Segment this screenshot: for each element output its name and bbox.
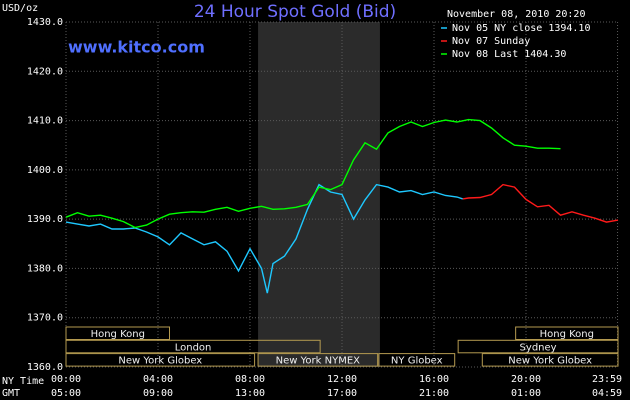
source-url: www.kitco.com [68,38,205,57]
y-tick-label: 1380.0 [27,263,63,274]
x2-tick-label: 21:00 [419,388,449,399]
y-tick-label: 1360.0 [27,362,63,373]
price-line [65,118,561,229]
x2-tick-label: 09:00 [143,388,173,399]
session-label: NY Globex [391,356,443,367]
session-box [65,326,170,340]
session-label: Hong Kong [540,329,594,340]
timestamp: November 08, 2010 20:20 [447,9,585,20]
session-box [378,353,456,367]
y-tick-label: 1390.0 [27,214,63,225]
x-tick-label: 12:00 [327,374,357,385]
x2-tick-label: 05:00 [51,388,81,399]
session-box [257,353,379,367]
chart-title: 24 Hour Spot Gold (Bid) [194,2,396,22]
session-label: Sydney [520,342,557,353]
session-label: Hong Kong [91,329,145,340]
y-tick-label: 1420.0 [27,66,63,77]
session-label: London [175,342,212,353]
x-tick-label: 20:00 [511,374,541,385]
y-tick-label: 1400.0 [27,165,63,176]
price-line [462,183,619,223]
session-label: New York Globex [508,356,592,367]
x-axis-label: NY Time [2,376,44,387]
x2-tick-label: 13:00 [235,388,265,399]
legend-label: Nov 07 Sunday [452,36,530,47]
session-label: New York Globex [118,356,202,367]
y-tick-label: 1410.0 [27,116,63,127]
session-box [65,353,256,367]
shaded-region [258,22,380,367]
x-tick-label: 16:00 [419,374,449,385]
x2-tick-label: 17:00 [327,388,357,399]
y-axis-label: USD/oz [2,3,38,14]
y-tick-label: 1430.0 [27,17,63,28]
session-label: New York NYMEX [276,356,361,367]
session-box [515,326,619,340]
session-box [481,353,619,367]
x-tick-label: 08:00 [235,374,265,385]
x-tick-label: 04:00 [143,374,173,385]
x2-tick-label: 01:00 [511,388,541,399]
x2-axis-label: GMT [2,388,20,399]
legend-label: Nov 08 Last 1404.30 [452,49,566,60]
session-box [65,339,321,354]
x2-tick-label: 04:59 [592,388,622,399]
x-tick-label: 00:00 [51,374,81,385]
legend-label: Nov 05 NY close 1394.10 [452,23,590,34]
x-tick-label: 23:59 [592,374,622,385]
y-tick-label: 1370.0 [27,313,63,324]
session-box [457,339,619,354]
